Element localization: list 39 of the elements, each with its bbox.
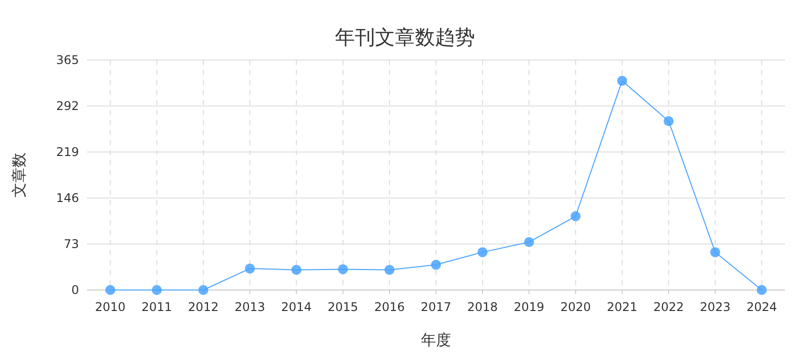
point <box>105 285 116 295</box>
x-tick-label: 2011 <box>142 300 172 314</box>
point <box>478 247 488 258</box>
y-tick-label: 146 <box>56 191 79 205</box>
x-tick-label: 2016 <box>374 300 405 314</box>
x-tick-label: 2024 <box>746 300 778 314</box>
x-tick-label: 2013 <box>234 300 266 314</box>
x-tick-label: 2014 <box>281 300 312 314</box>
y-axis-title: 文章数 <box>10 152 28 198</box>
x-tick-label: 2018 <box>467 300 498 314</box>
x-tick-label: 2023 <box>700 300 730 314</box>
x-tick-label: 2022 <box>653 300 684 314</box>
y-tick-label: 219 <box>56 145 79 159</box>
point <box>710 247 720 258</box>
y-tick-label: 0 <box>71 283 79 297</box>
x-tick-label: 2015 <box>328 300 358 314</box>
point <box>664 116 674 126</box>
point <box>384 264 394 275</box>
y-tick-label: 292 <box>56 99 79 113</box>
point <box>152 285 162 295</box>
x-axis-title: 年度 <box>421 331 451 349</box>
point <box>291 264 302 275</box>
x-tick-label: 2020 <box>560 300 591 314</box>
point <box>570 211 581 222</box>
x-tick-label: 2021 <box>606 300 638 314</box>
point <box>524 237 534 248</box>
x-tick-label: 2019 <box>514 300 544 314</box>
y-tick-label: 73 <box>64 237 79 251</box>
point <box>244 264 255 274</box>
x-tick-label: 2010 <box>94 300 126 314</box>
point <box>617 76 628 86</box>
point <box>756 285 767 295</box>
x-tick-label: 2012 <box>188 300 219 314</box>
point <box>431 260 441 270</box>
y-tick-label: 365 <box>56 53 79 67</box>
chart-title: 年刊文章数趋势 <box>335 25 475 49</box>
point <box>198 285 208 295</box>
point <box>338 264 348 274</box>
x-tick-label: 2017 <box>420 300 452 314</box>
